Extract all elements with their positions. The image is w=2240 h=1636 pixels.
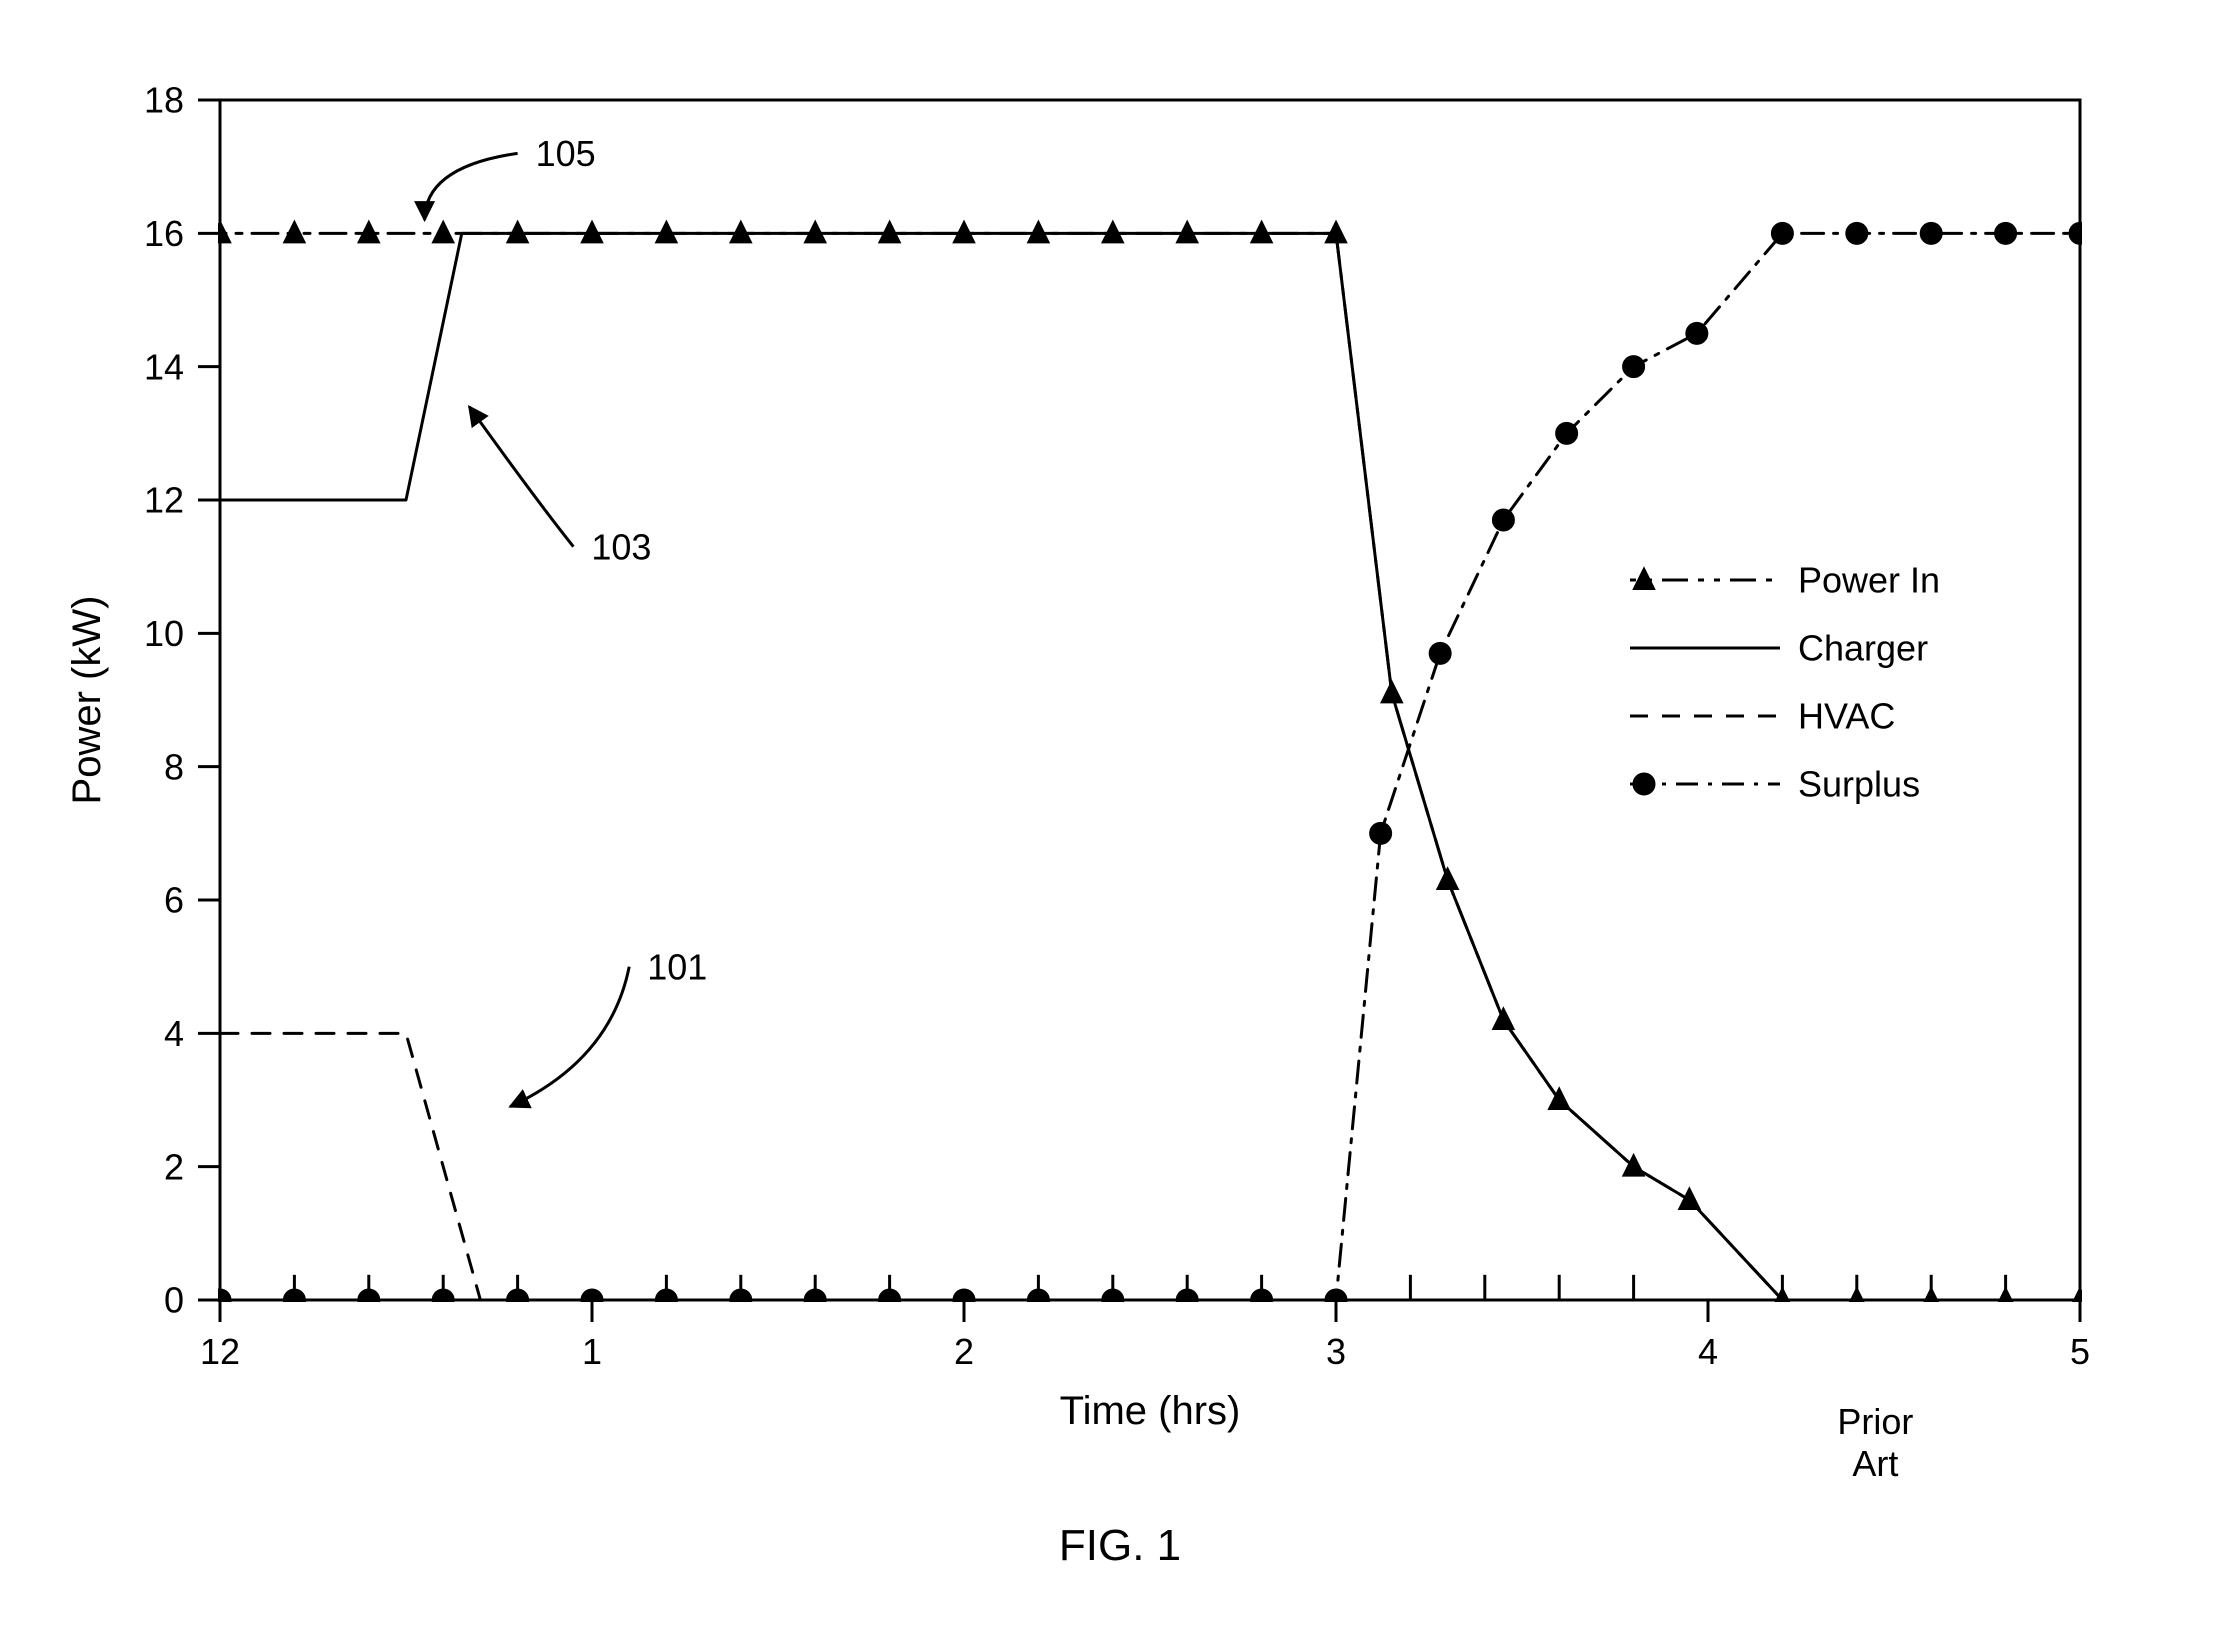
- prior-art-label: Art: [1852, 1443, 1898, 1484]
- x-axis-label: Time (hrs): [1060, 1389, 1241, 1433]
- ytick-label: 6: [164, 880, 184, 921]
- circle-marker: [1920, 222, 1942, 244]
- ytick-label: 10: [144, 613, 184, 654]
- xtick-label: 12: [200, 1331, 240, 1372]
- ytick-label: 2: [164, 1146, 184, 1187]
- annotation-label: 103: [591, 526, 651, 567]
- circle-marker: [1771, 222, 1793, 244]
- xtick-label: 1: [582, 1331, 602, 1372]
- page: 0246810121416181212345Time (hrs)Power (k…: [0, 0, 2240, 1636]
- circle-marker: [1633, 773, 1655, 795]
- xtick-label: 4: [1698, 1331, 1718, 1372]
- ytick-label: 8: [164, 746, 184, 787]
- legend-label: HVAC: [1798, 696, 1895, 737]
- ytick-label: 12: [144, 480, 184, 521]
- annotation-label: 105: [536, 133, 596, 174]
- ytick-label: 14: [144, 346, 184, 387]
- ytick-label: 18: [144, 80, 184, 121]
- circle-marker: [1686, 322, 1708, 344]
- xtick-label: 2: [954, 1331, 974, 1372]
- circle-marker: [1623, 356, 1645, 378]
- legend-label: Power In: [1798, 560, 1940, 601]
- circle-marker: [1556, 422, 1578, 444]
- xtick-label: 3: [1326, 1331, 1346, 1372]
- circle-marker: [1846, 222, 1868, 244]
- prior-art-label: Prior: [1837, 1401, 1913, 1442]
- ytick-label: 0: [164, 1280, 184, 1321]
- ytick-label: 16: [144, 213, 184, 254]
- y-axis-label: Power (kW): [65, 596, 109, 805]
- circle-marker: [1370, 822, 1392, 844]
- legend-label: Surplus: [1798, 764, 1920, 805]
- circle-marker: [1995, 222, 2017, 244]
- power-time-chart: 0246810121416181212345Time (hrs)Power (k…: [0, 0, 2240, 1636]
- xtick-label: 5: [2070, 1331, 2090, 1372]
- legend-label: Charger: [1798, 628, 1928, 669]
- circle-marker: [1492, 509, 1514, 531]
- annotation-label: 101: [647, 946, 707, 987]
- circle-marker: [1429, 642, 1451, 664]
- figure-caption: FIG. 1: [1059, 1521, 1181, 1570]
- ytick-label: 4: [164, 1013, 184, 1054]
